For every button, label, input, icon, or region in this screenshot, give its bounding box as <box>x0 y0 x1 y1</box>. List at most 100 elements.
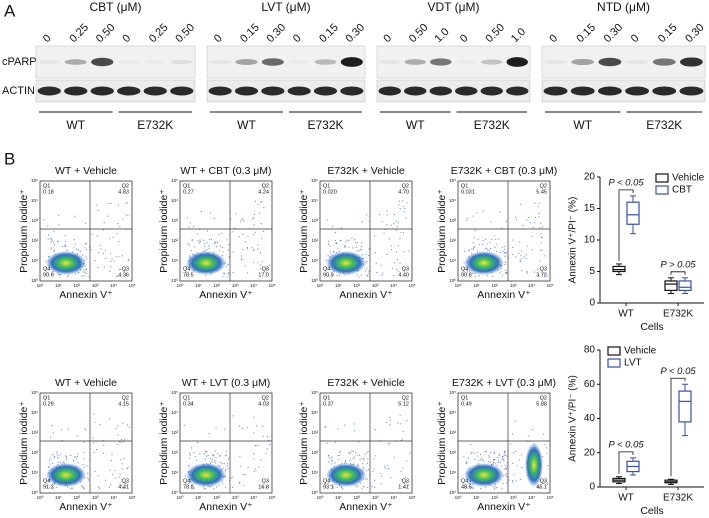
flow-dot <box>477 238 479 240</box>
flow-dot <box>488 250 490 252</box>
flow-dot <box>470 452 472 455</box>
flow-dot <box>262 425 264 428</box>
flow-dot <box>113 260 115 262</box>
y-tick-label: 5 <box>589 266 595 277</box>
x-axis-label: Annexin V⁺ <box>59 289 113 301</box>
flow-dot <box>123 487 125 490</box>
quadrant-value: 91.2 <box>43 484 54 490</box>
flow-dot <box>362 459 364 461</box>
flow-dot <box>117 434 119 436</box>
y-tick-label: 10³ <box>449 430 456 435</box>
flow-dot <box>93 442 95 444</box>
actin-band <box>404 86 427 96</box>
flow-dot <box>390 224 392 226</box>
cparp-band <box>598 57 622 67</box>
flow-dot <box>471 248 473 250</box>
flow-dot <box>324 426 326 428</box>
flow-dot <box>542 226 544 228</box>
flow-dot <box>77 249 79 251</box>
flow-dot <box>503 454 505 456</box>
flow-dot <box>339 240 342 242</box>
actin-band <box>506 86 529 96</box>
flow-dot <box>539 222 542 224</box>
flow-dot <box>188 226 190 228</box>
row-label: cPARP <box>2 56 37 68</box>
y-tick-label: 10⁴ <box>449 198 456 203</box>
flow-dot <box>223 463 225 465</box>
flow-dot <box>258 444 260 446</box>
flow-dot <box>121 255 123 257</box>
flow-dot <box>397 422 399 424</box>
flow-dot <box>376 272 378 274</box>
flow-dot <box>43 219 45 221</box>
x-tick-label: 10³ <box>372 283 379 288</box>
flow-dot <box>239 481 241 483</box>
flow-dot <box>329 250 331 252</box>
cparp-band <box>652 58 676 66</box>
flow-dot <box>51 240 53 242</box>
flow-dot <box>363 486 365 488</box>
flow-dot <box>529 222 532 224</box>
flow-dot <box>502 459 504 461</box>
flow-dot <box>400 231 402 233</box>
flow-dot <box>408 484 410 486</box>
flow-dot <box>116 275 118 277</box>
dose-label: 0 <box>629 32 642 45</box>
flow-dot <box>188 483 190 485</box>
flow-dot <box>254 213 256 215</box>
flow-dot <box>385 467 387 470</box>
flow-dot <box>92 437 94 439</box>
flow-dot <box>520 258 522 260</box>
quadrant-name: Q2 <box>262 183 269 189</box>
y-tick-label: 10³ <box>171 430 178 435</box>
y-tick-label: 10³ <box>171 218 178 223</box>
flow-dot <box>356 454 358 456</box>
flow-title: WT + CBT (0.3 μM) <box>180 165 271 177</box>
quadrant-value: 78.5 <box>183 272 194 278</box>
flow-dot <box>111 258 113 260</box>
flow-dot <box>327 243 330 245</box>
flow-dot <box>215 462 217 464</box>
x-tick-label: 10⁵ <box>409 495 416 500</box>
flow-dot <box>539 260 541 262</box>
cparp-band <box>91 57 114 67</box>
flow-dot <box>473 247 475 249</box>
flow-dot <box>123 458 125 460</box>
dose-label: 0 <box>120 32 133 45</box>
y-tick-label: 10⁴ <box>449 410 456 415</box>
flow-dot <box>352 247 354 249</box>
dose-label: 0.15 <box>574 22 598 46</box>
flow-dot <box>252 218 254 220</box>
cparp-band <box>209 59 232 65</box>
flow-dot <box>397 222 399 224</box>
flow-dot <box>543 433 545 435</box>
cell-label: WT <box>66 118 85 132</box>
flow-dot <box>374 486 376 488</box>
flow-dot <box>501 227 503 229</box>
flow-dot <box>484 238 486 240</box>
flow-dot <box>327 254 329 257</box>
flow-dot <box>220 245 222 247</box>
flow-dot <box>117 204 120 206</box>
flow-dot <box>263 206 265 209</box>
y-tick-label: 10² <box>31 450 38 455</box>
flow-dot <box>476 452 478 454</box>
flow-dot <box>473 452 475 454</box>
flow-dot <box>196 459 198 461</box>
flow-dot <box>218 484 220 486</box>
flow-dot <box>190 249 192 252</box>
x-tick-label: 10³ <box>510 495 517 500</box>
x-tick-label: 10³ <box>372 495 379 500</box>
flow-dot <box>58 274 60 276</box>
x-tick-label: 10⁰ <box>317 495 324 500</box>
y-tick-label: 10 <box>584 235 596 246</box>
x-tick-label: 10² <box>74 283 81 288</box>
flow-dot <box>227 468 230 470</box>
flow-dot <box>403 486 405 488</box>
cparp-band <box>288 60 310 64</box>
flow-dot <box>47 238 49 240</box>
box <box>626 201 640 225</box>
actin-band <box>117 86 141 96</box>
flow-dot <box>367 469 370 471</box>
y-tick-label: 10⁵ <box>171 390 178 395</box>
